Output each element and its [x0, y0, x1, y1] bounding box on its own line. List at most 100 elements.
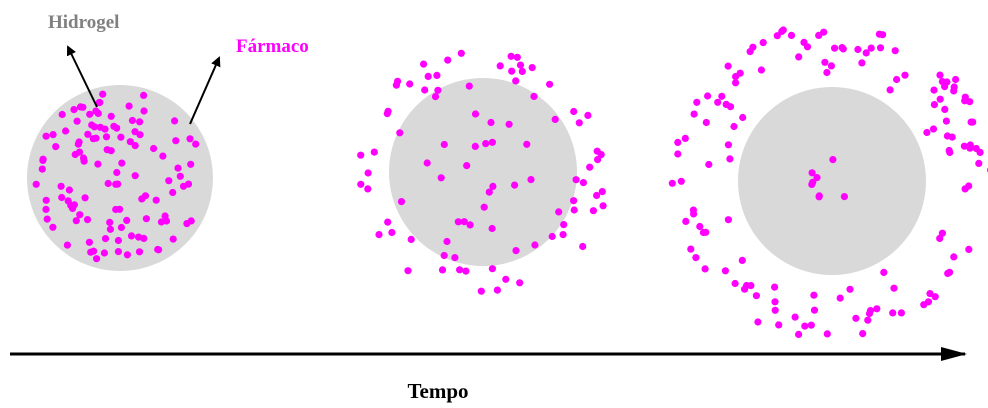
drug-particle	[741, 286, 748, 293]
drug-particle	[106, 219, 113, 226]
drug-particle	[77, 103, 84, 110]
drug-particle	[95, 110, 102, 117]
drug-particle	[692, 254, 699, 261]
drug-particle	[961, 97, 968, 104]
drug-particle	[73, 217, 80, 224]
drug-particle	[467, 221, 474, 228]
drug-particle	[599, 188, 606, 195]
drug-particle	[472, 110, 479, 117]
drug-particle	[90, 248, 97, 255]
drug-particle	[560, 221, 567, 228]
drug-particle	[690, 210, 697, 217]
drug-particle	[808, 181, 815, 188]
drug-particle	[512, 247, 519, 254]
drug-particle	[747, 282, 754, 289]
drug-particle	[64, 242, 71, 249]
drug-particle	[674, 150, 681, 157]
drug-particle	[502, 276, 509, 283]
drug-particle	[110, 123, 117, 130]
drug-particle	[171, 117, 178, 124]
drug-particle	[118, 224, 125, 231]
drug-particle	[937, 96, 944, 103]
drug-particle	[753, 292, 760, 299]
drug-particle	[388, 229, 395, 236]
drug-particle	[840, 45, 847, 52]
drug-particle	[864, 317, 871, 324]
drug-particle	[774, 32, 781, 39]
drug-particle	[576, 119, 583, 126]
drug-particle	[760, 39, 767, 46]
drug-particle	[84, 131, 91, 138]
drug-particle	[140, 92, 147, 99]
drug-particle	[153, 197, 160, 204]
drug-particle	[33, 181, 40, 188]
drug-particle	[433, 72, 440, 79]
drug-particle	[889, 309, 896, 316]
drug-particle	[930, 125, 937, 132]
drug-particle	[936, 235, 943, 242]
drug-particle	[517, 62, 524, 69]
drug-particle	[892, 47, 899, 54]
drug-particle	[101, 126, 108, 133]
drug-particle	[931, 101, 938, 108]
hydrogel-stage-2	[389, 78, 577, 266]
hydrogel-stage-3	[738, 87, 926, 275]
drug-particle	[732, 79, 739, 86]
drug-particle	[570, 197, 577, 204]
drug-particle	[50, 131, 57, 138]
drug-particle	[443, 238, 450, 245]
drug-particle	[357, 181, 364, 188]
drug-particle	[669, 180, 676, 187]
drug-particle	[682, 218, 689, 225]
drug-particle	[129, 117, 136, 124]
drug-particle	[780, 26, 787, 33]
drug-particle	[771, 298, 778, 305]
drug-particle	[858, 59, 865, 66]
drug-particle	[726, 155, 733, 162]
drug-particle	[552, 116, 559, 123]
drug-particle	[810, 292, 817, 299]
drug-particle	[394, 78, 401, 85]
drug-particle	[52, 143, 59, 150]
drug-particle	[112, 181, 119, 188]
drug-particle	[489, 139, 496, 146]
drug-particle	[901, 72, 908, 79]
drug-particle	[384, 219, 391, 226]
drug-particle	[600, 202, 607, 209]
drug-particle	[950, 87, 957, 94]
drug-particle	[816, 192, 823, 199]
drug-particle	[549, 233, 556, 240]
drug-particle	[879, 31, 886, 38]
drug-particle	[102, 235, 109, 242]
drug-particle	[136, 118, 143, 125]
drug-particle	[571, 206, 578, 213]
drug-particle	[943, 118, 950, 125]
drug-particle	[62, 127, 69, 134]
drug-particle	[586, 164, 593, 171]
drug-particle	[489, 183, 496, 190]
drug-particle	[730, 123, 737, 130]
drug-particle	[943, 78, 950, 85]
drug-particle	[364, 185, 371, 192]
drug-particle	[96, 99, 103, 106]
drug-particle	[439, 266, 446, 273]
drug-particle	[86, 111, 93, 118]
drug-particle	[926, 290, 933, 297]
drug-particle	[107, 226, 114, 233]
drug-particle	[873, 305, 880, 312]
drug-particle	[44, 216, 51, 223]
drug-particle	[732, 280, 739, 287]
drug-particle	[174, 165, 181, 172]
drug-particle	[115, 248, 122, 255]
drug-particle	[965, 246, 972, 253]
drug-particle	[704, 92, 711, 99]
drug-particle	[829, 156, 836, 163]
drug-particle	[570, 108, 577, 115]
drug-particle	[158, 218, 165, 225]
drug-particle	[950, 253, 957, 260]
drug-particle	[594, 156, 601, 163]
drug-particle	[678, 178, 685, 185]
drug-particle	[722, 267, 729, 274]
drug-particle	[725, 216, 732, 223]
drug-particle	[140, 107, 147, 114]
